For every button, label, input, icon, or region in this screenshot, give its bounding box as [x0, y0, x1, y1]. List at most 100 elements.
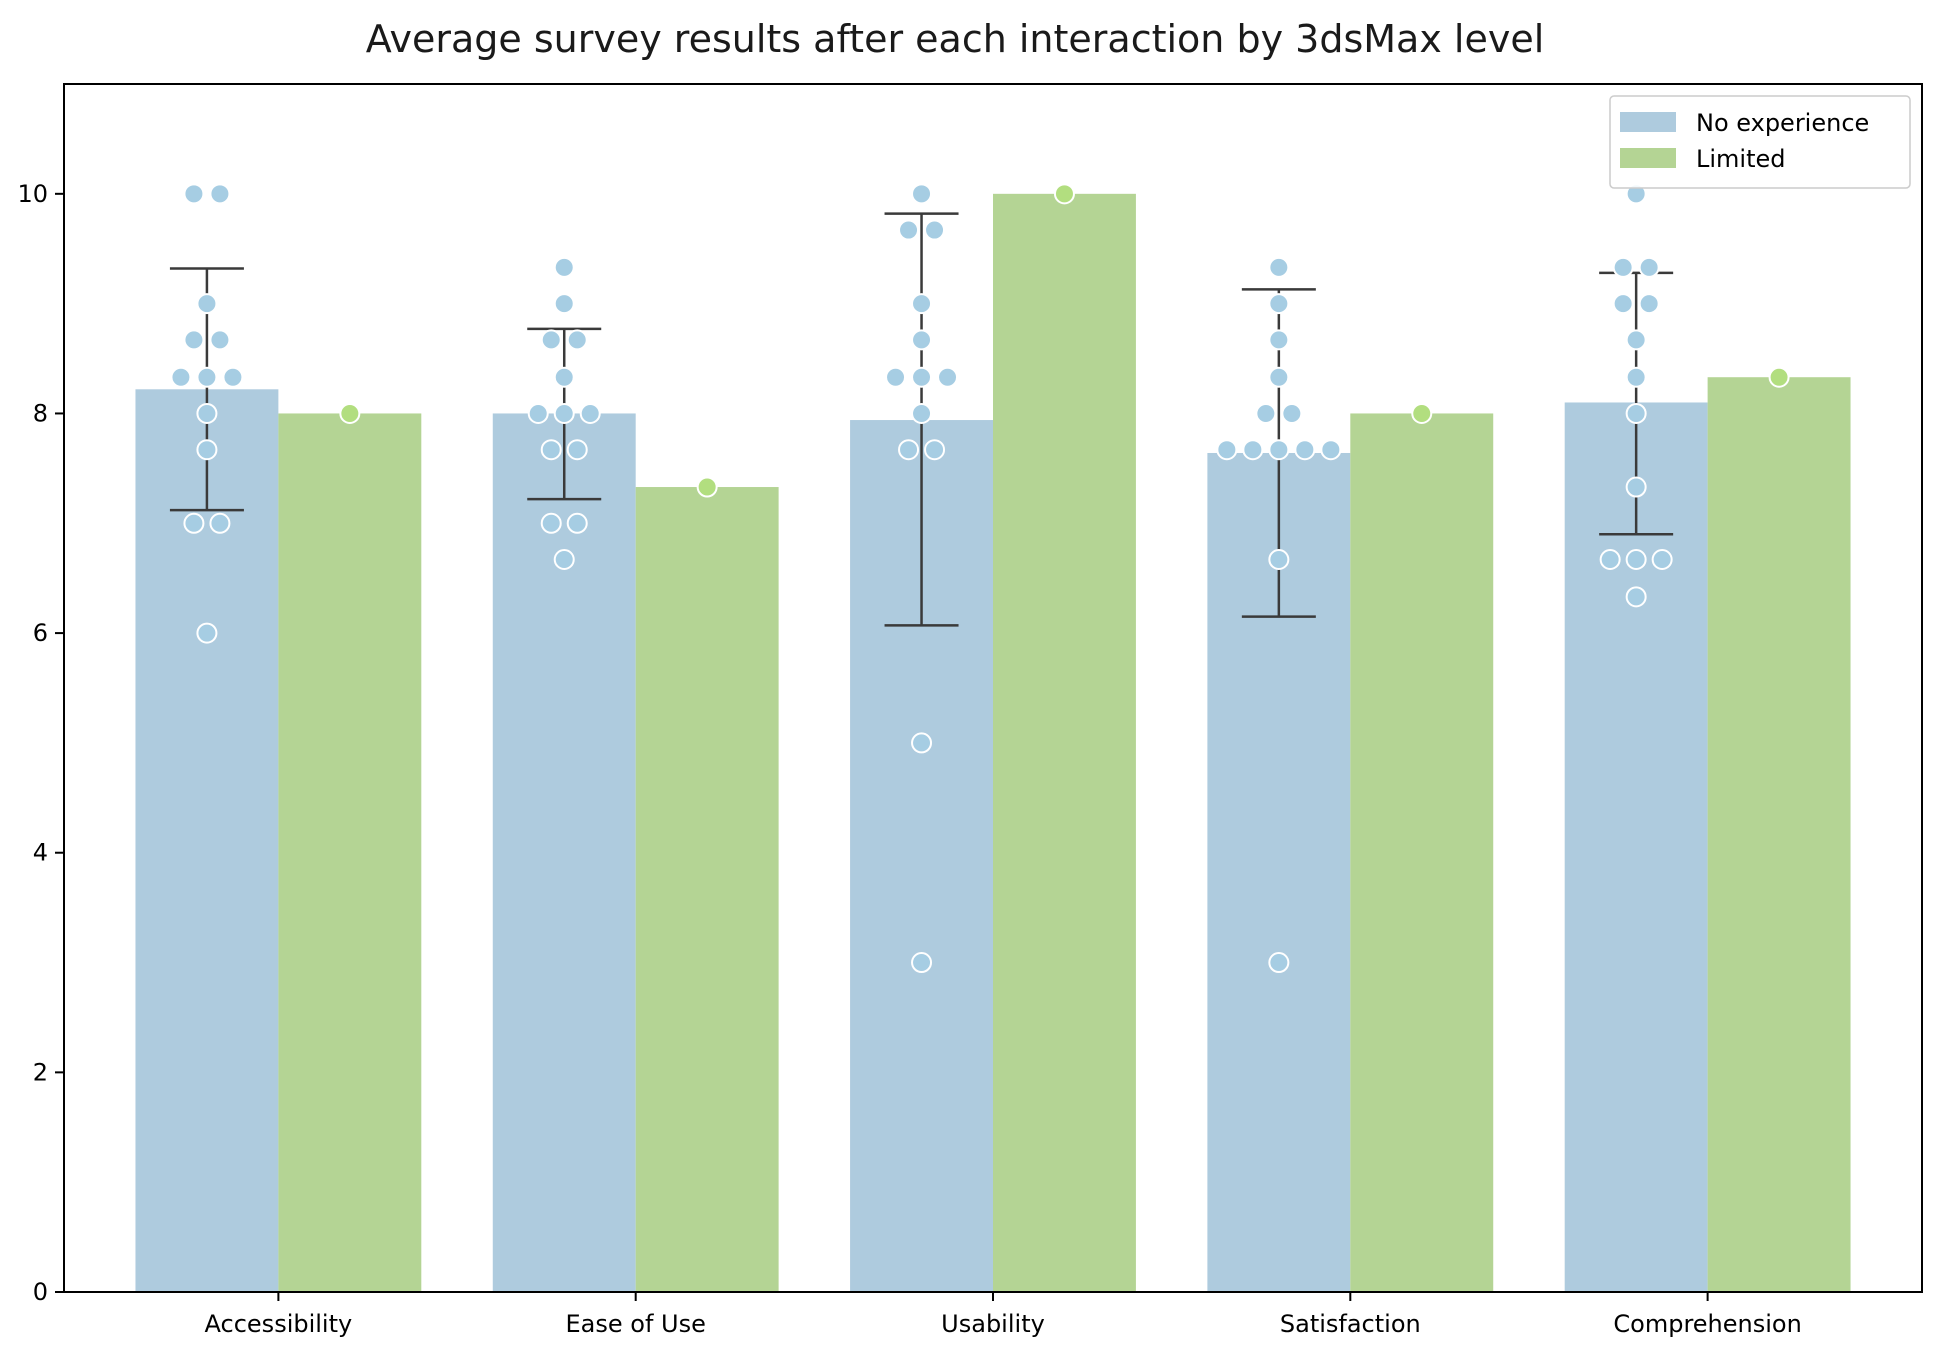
data-point: [1268, 549, 1290, 571]
data-point: [196, 439, 218, 461]
legend-box: [1609, 95, 1911, 189]
data-point: [339, 402, 361, 424]
data-point: [911, 293, 933, 315]
data-point: [696, 476, 718, 498]
data-point: [911, 952, 933, 974]
data-point: [1242, 439, 1264, 461]
data-point: [1268, 329, 1290, 351]
data-point: [885, 366, 907, 388]
bars-layer: [135, 193, 1851, 1293]
data-point: [911, 732, 933, 754]
data-point: [540, 439, 562, 461]
data-point: [898, 219, 920, 241]
data-point: [1268, 366, 1290, 388]
data-point: [1268, 439, 1290, 461]
data-point: [1625, 586, 1647, 608]
data-point: [1612, 256, 1634, 278]
data-point: [540, 512, 562, 534]
data-point: [1651, 549, 1673, 571]
data-point: [1216, 439, 1238, 461]
axes: 0 2 4 6 8 10 Accessibility Ease of Use Usability…: [17, 83, 1923, 1338]
data-point: [553, 293, 575, 315]
bar-limited-ease-of-use: [635, 487, 779, 1292]
data-point: [1268, 293, 1290, 315]
data-point: [1281, 402, 1303, 424]
data-point: [937, 366, 959, 388]
data-point: [1599, 549, 1621, 571]
data-point: [209, 183, 231, 205]
legend-swatch: [1620, 112, 1676, 132]
x-tick-label: Ease of Use: [566, 1310, 706, 1338]
data-point: [1768, 366, 1790, 388]
data-point: [170, 366, 192, 388]
data-point: [911, 183, 933, 205]
data-point: [911, 366, 933, 388]
data-point: [1625, 476, 1647, 498]
data-point: [566, 512, 588, 534]
data-point: [1268, 256, 1290, 278]
x-tick-label: Accessibility: [205, 1310, 353, 1338]
data-point: [911, 329, 933, 351]
data-point: [1625, 329, 1647, 351]
data-point: [911, 402, 933, 424]
y-tick-label: 10: [17, 180, 48, 208]
data-point: [1268, 952, 1290, 974]
data-point: [1612, 293, 1634, 315]
legend: No experience Limited: [1609, 95, 1911, 189]
y-tick-label: 8: [33, 399, 48, 427]
data-point: [566, 439, 588, 461]
data-point: [553, 366, 575, 388]
data-point: [196, 366, 218, 388]
data-point: [1294, 439, 1316, 461]
bar-limited-usability: [993, 193, 1136, 1293]
y-tick-label: 6: [33, 619, 48, 647]
data-point: [527, 402, 549, 424]
data-point: [1625, 549, 1647, 571]
data-point: [196, 293, 218, 315]
x-tick-label: Satisfaction: [1280, 1310, 1421, 1338]
bar-limited-accessibility: [278, 413, 422, 1292]
swarm-points: [170, 183, 1790, 974]
y-tick-label: 4: [33, 839, 48, 867]
y-tick-label: 2: [33, 1058, 48, 1086]
bar-no-experience-ease-of-use: [492, 413, 636, 1292]
legend-swatch: [1620, 148, 1676, 168]
data-point: [183, 512, 205, 534]
data-point: [222, 366, 244, 388]
data-point: [209, 329, 231, 351]
bar-no-experience-accessibility: [135, 389, 279, 1292]
data-point: [1638, 293, 1660, 315]
data-point: [209, 512, 231, 534]
x-tick-label: Comprehension: [1613, 1310, 1801, 1338]
data-point: [196, 402, 218, 424]
bar-limited-comprehension: [1707, 377, 1851, 1292]
data-point: [553, 549, 575, 571]
data-point: [1638, 256, 1660, 278]
data-point: [1411, 402, 1433, 424]
data-point: [1625, 402, 1647, 424]
data-point: [183, 329, 205, 351]
bar-limited-satisfaction: [1350, 413, 1494, 1292]
legend-label: Limited: [1696, 145, 1786, 173]
data-point: [1625, 366, 1647, 388]
y-tick-label: 0: [33, 1278, 48, 1306]
data-point: [196, 622, 218, 644]
data-point: [566, 329, 588, 351]
bar-no-experience-comprehension: [1564, 402, 1708, 1292]
data-point: [924, 439, 946, 461]
legend-label: No experience: [1696, 109, 1869, 137]
data-point: [553, 256, 575, 278]
data-point: [579, 402, 601, 424]
data-point: [924, 219, 946, 241]
chart-title: Average survey results after each intera…: [366, 17, 1545, 61]
data-point: [898, 439, 920, 461]
data-point: [1255, 402, 1277, 424]
data-point: [1053, 183, 1075, 205]
data-point: [183, 183, 205, 205]
data-point: [553, 402, 575, 424]
x-tick-label: Usability: [941, 1310, 1045, 1338]
data-point: [1320, 439, 1342, 461]
data-point: [540, 329, 562, 351]
